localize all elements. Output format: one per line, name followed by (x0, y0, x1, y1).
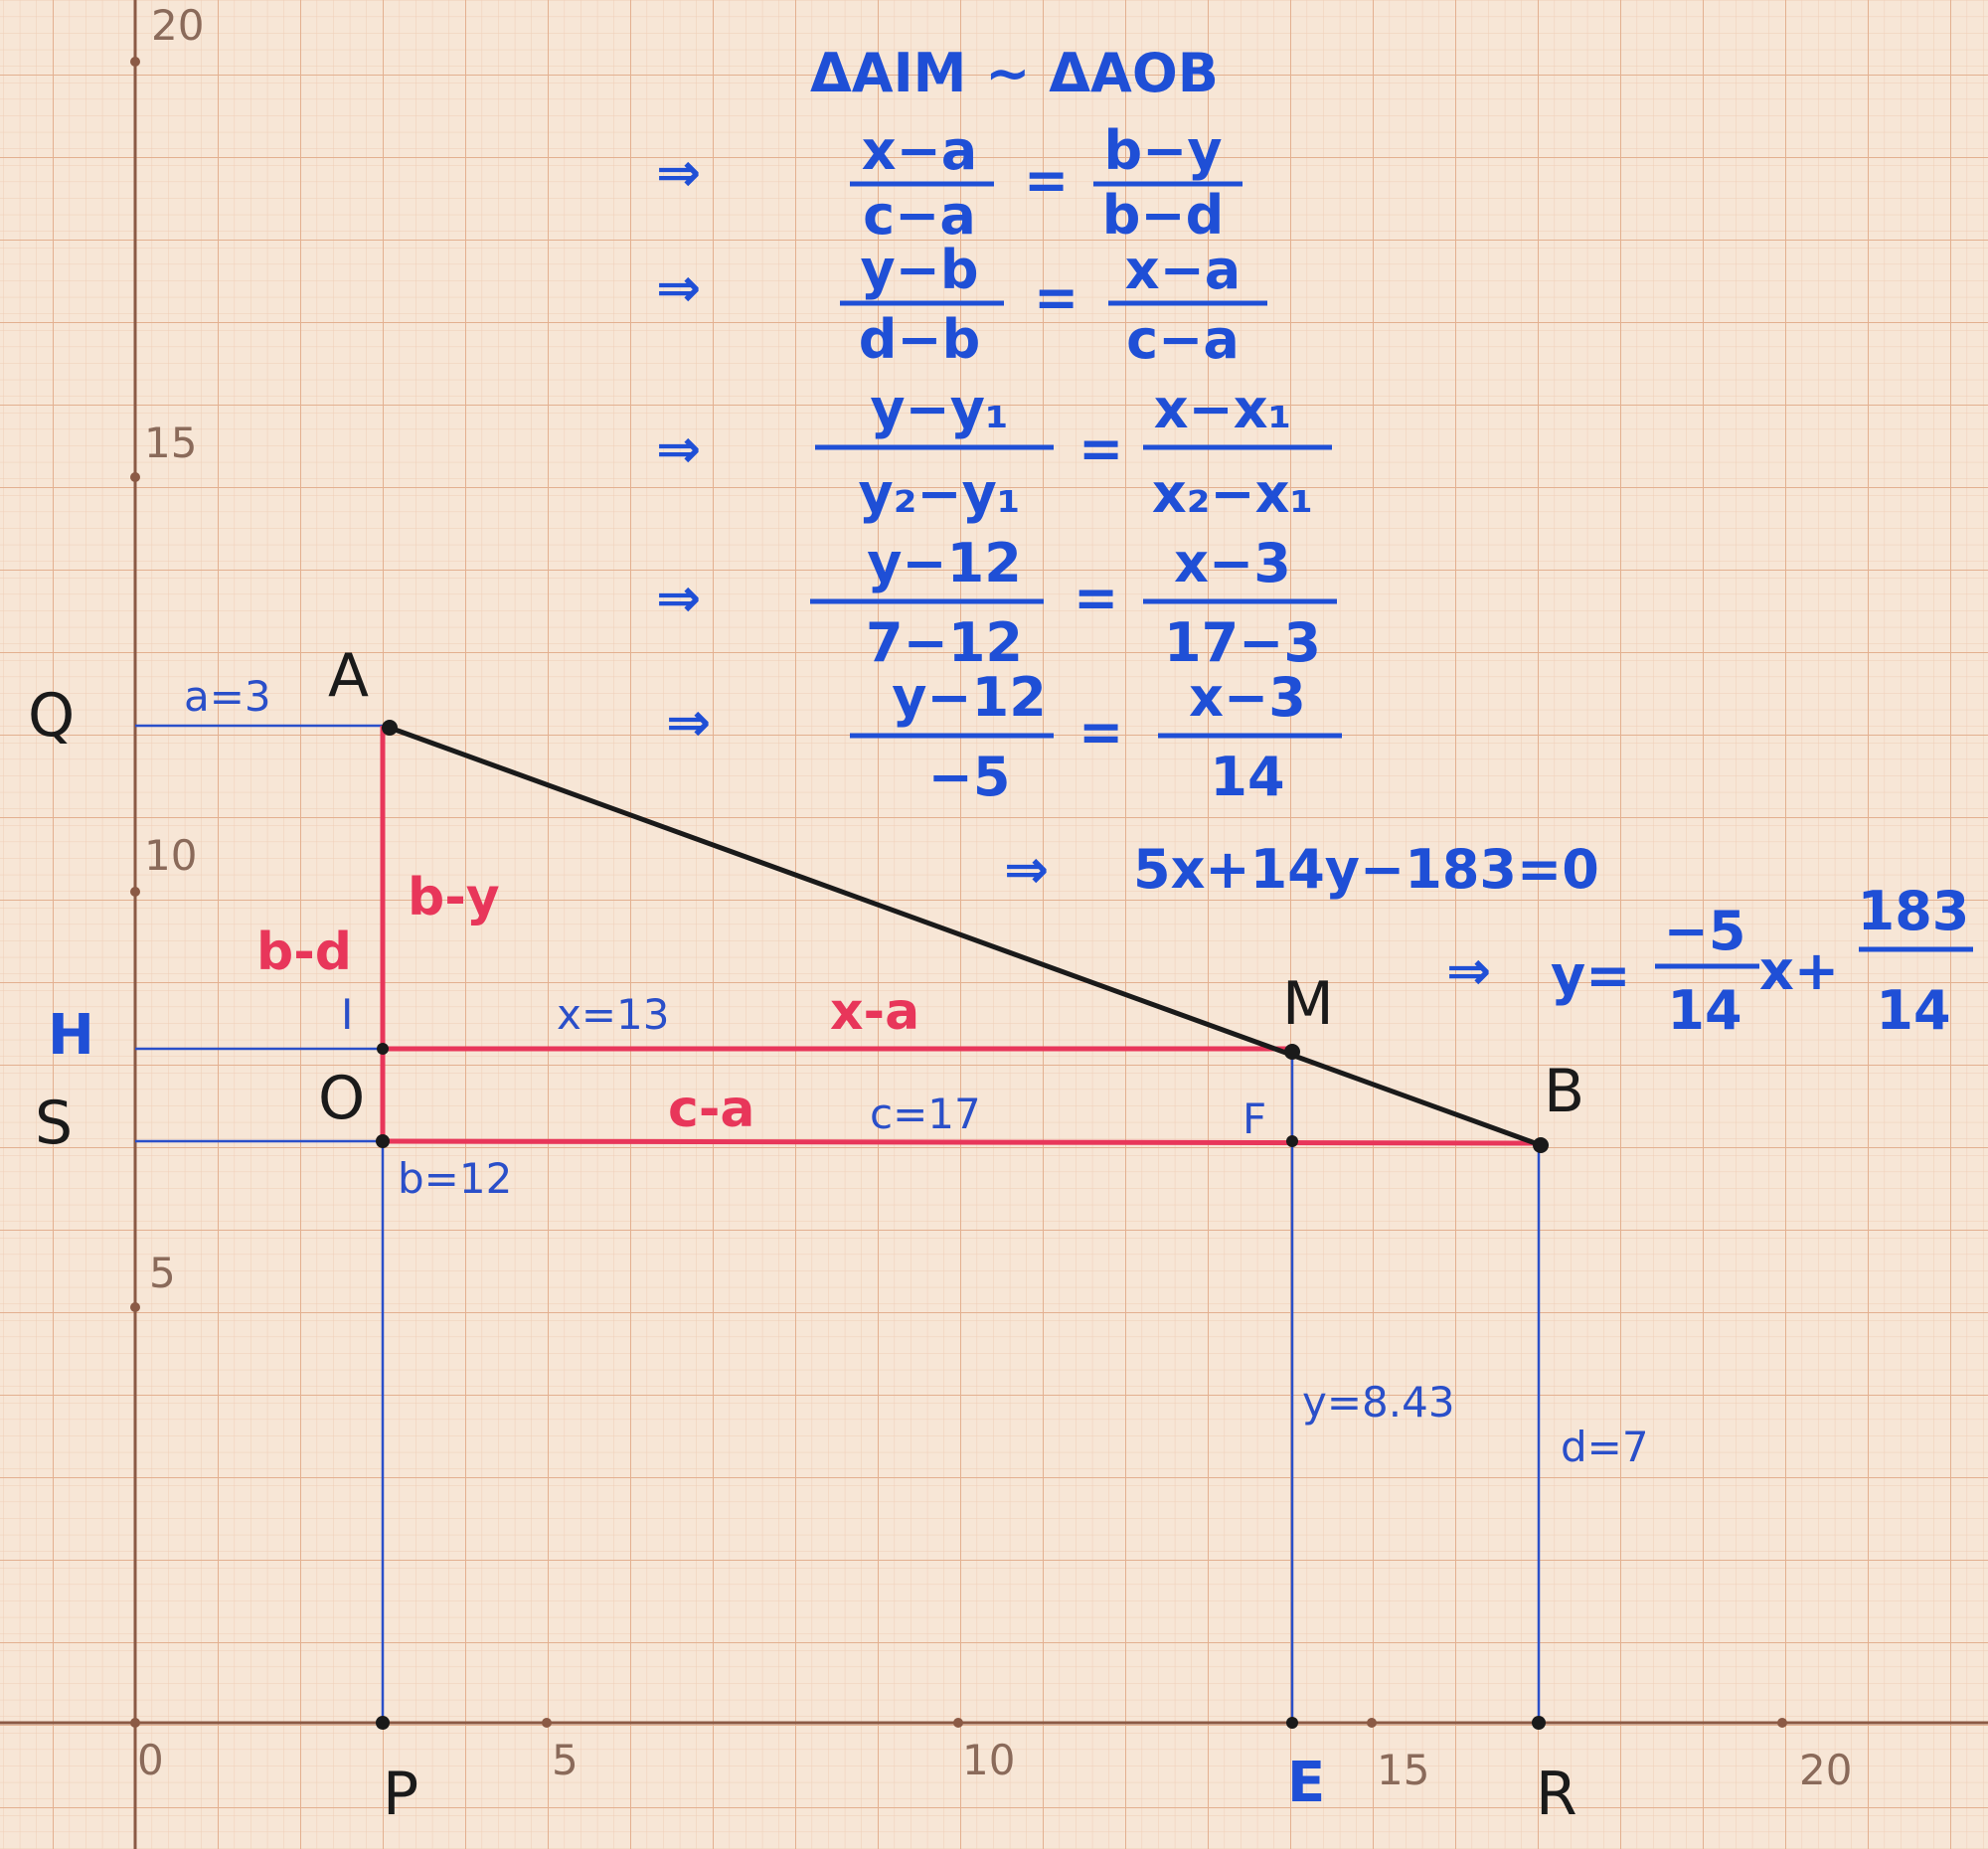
point-label-F: F (1242, 1094, 1266, 1143)
step5-left-den: −5 (928, 746, 1011, 808)
step1-equals: = (1024, 149, 1069, 212)
similarity-statement: ΔAIM ~ ΔAOB (810, 42, 1219, 104)
x-tick-20: 20 (1799, 1746, 1852, 1794)
arrow-7: ⇒ (1446, 939, 1491, 1002)
line-equation: 5x+14y−183=0 (1133, 838, 1599, 901)
point-label-A: A (328, 641, 369, 711)
step2-left-den: d−b (859, 308, 981, 371)
label-x-minus-a: x-a (830, 982, 919, 1042)
label-a: a=3 (184, 672, 271, 721)
arrow-3: ⇒ (656, 418, 701, 480)
y-tick-20: 20 (151, 1, 204, 50)
step2-right-den: c−a (1126, 308, 1240, 371)
x-tick-15: 15 (1377, 1746, 1429, 1794)
step5-equals: = (1078, 701, 1123, 763)
red-segments (380, 726, 1540, 1146)
slope-mid: x+ (1759, 939, 1839, 1002)
step1-left-num: x−a (862, 119, 978, 182)
slope-lhs: y= (1551, 944, 1630, 1007)
label-c-minus-a: c-a (668, 1080, 755, 1139)
construction-lines (135, 724, 1541, 1723)
step1-left-den: c−a (863, 184, 976, 247)
step1-right-den: b−d (1102, 184, 1225, 247)
label-d: d=7 (1561, 1423, 1649, 1471)
step2-right-num: x−a (1125, 239, 1242, 301)
slope-den2: 14 (1876, 979, 1950, 1042)
step4-equals: = (1074, 567, 1118, 629)
step2-equals: = (1034, 266, 1078, 329)
point-dots (376, 720, 1549, 1730)
point-label-P: P (383, 1760, 418, 1829)
label-x: x=13 (557, 990, 670, 1039)
point-label-M: M (1282, 969, 1334, 1039)
arrow-5: ⇒ (666, 691, 711, 754)
x-tick-10: 10 (962, 1736, 1015, 1784)
step4-left-num: y−12 (867, 532, 1022, 594)
step5-left-num: y−12 (892, 666, 1047, 729)
step4-left-den: 7−12 (866, 611, 1023, 674)
label-c: c=17 (870, 1090, 981, 1138)
point-label-R: R (1536, 1760, 1577, 1829)
point-label-Q: Q (28, 681, 75, 751)
step5-right-den: 14 (1210, 746, 1284, 808)
x-tick-0: 0 (137, 1736, 164, 1784)
step5-right-num: x−3 (1189, 666, 1306, 729)
step2-left-num: y−b (860, 239, 978, 301)
point-label-E: E (1287, 1751, 1325, 1815)
segment-AB (389, 725, 1542, 1148)
arrow-1: ⇒ (656, 141, 701, 204)
arrow-4: ⇒ (656, 567, 701, 629)
x-tick-5: 5 (552, 1736, 579, 1784)
point-label-I: I (341, 990, 353, 1039)
label-b-minus-d: b-d (256, 923, 352, 982)
step3-right-num: x−x₁ (1154, 378, 1292, 440)
arrow-2: ⇒ (656, 256, 701, 319)
step1-right-num: b−y (1103, 119, 1222, 182)
step4-right-num: x−3 (1174, 532, 1291, 594)
label-b: b=12 (398, 1154, 512, 1203)
step3-left-num: y−y₁ (870, 378, 1008, 440)
slope-den1: 14 (1667, 979, 1741, 1042)
point-label-H: H (48, 1003, 94, 1068)
step3-right-den: x₂−x₁ (1152, 462, 1313, 525)
slope-num2: 183 (1858, 880, 1970, 942)
arrow-6: ⇒ (1004, 838, 1049, 901)
y-tick-5: 5 (149, 1249, 176, 1297)
step3-left-den: y₂−y₁ (859, 462, 1021, 525)
label-y: y=8.43 (1302, 1378, 1455, 1427)
point-label-O: O (318, 1064, 365, 1133)
y-tick-10: 10 (144, 831, 197, 880)
slope-num1: −5 (1664, 900, 1746, 962)
step4-right-den: 17−3 (1164, 611, 1321, 674)
axis-ticks (130, 57, 1787, 1728)
y-tick-15: 15 (144, 419, 197, 467)
label-b-minus-y: b-y (408, 868, 500, 927)
step3-equals: = (1078, 418, 1123, 480)
derivation: ΔAIM ~ ΔAOB ⇒ x−a c−a = b−y b−d ⇒ y−b d−… (656, 42, 1973, 1042)
segment-OB (382, 1138, 1540, 1146)
point-label-B: B (1544, 1057, 1584, 1126)
point-label-S: S (35, 1089, 73, 1158)
